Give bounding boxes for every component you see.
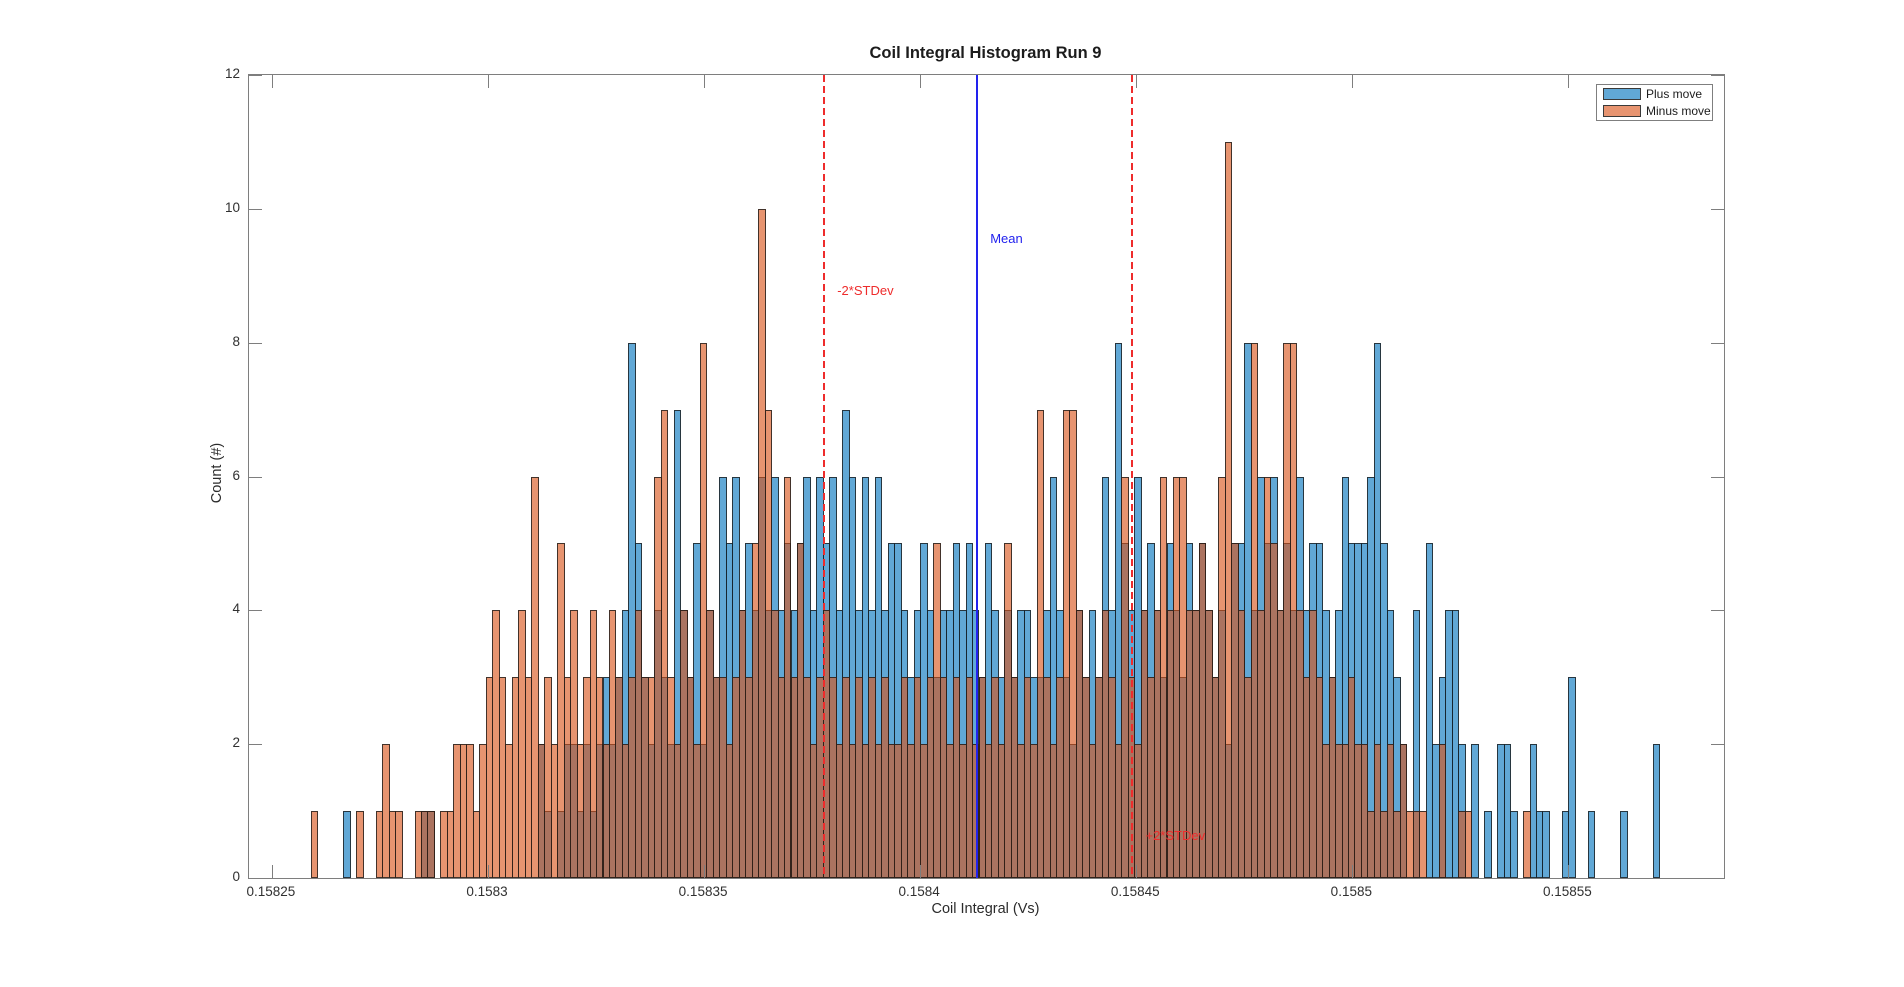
y-tick [249,476,262,478]
y-tick [249,744,262,746]
x-tick-label: 0.1583 [466,884,508,899]
plus-move-bar [1568,677,1576,878]
y-tick-label: 2 [232,735,240,751]
y-tick-label: 6 [232,467,240,483]
y-tick-label: 8 [232,333,240,349]
legend-item-plus-move: Plus move [1597,87,1712,101]
chart-title: Coil Integral Histogram Run 9 [869,44,1102,62]
x-tick [1136,865,1138,878]
x-tick [920,75,922,88]
y-tick [1711,208,1724,210]
x-tick [920,865,922,878]
reference-lines-layer [249,75,1724,878]
x-tick [271,75,273,88]
y-tick-label: 4 [232,601,240,617]
minus-move-bar [1464,811,1473,878]
plus-move-bar [1620,811,1628,878]
x-tick [1352,75,1354,88]
minus-move-bar [1289,342,1298,878]
y-tick [1711,744,1724,746]
y-tick [1711,878,1724,879]
plus-move-bar [1510,811,1518,878]
minus-move-bar [1399,744,1408,878]
minus-move-bar [427,811,435,878]
minus-move-bar [531,476,539,878]
mean-line-label: Mean [990,231,1023,246]
minus-move-bar [1373,744,1382,878]
y-tick [1711,342,1724,344]
x-tick [487,75,489,88]
mean-line [976,75,978,878]
minus-move-bar [699,342,708,878]
plus-move-bar [1529,744,1537,878]
x-tick [1568,75,1570,88]
minus-move-bar [1224,141,1233,878]
y-tick-label: 12 [224,66,240,81]
minus-move-swatch [1603,105,1641,117]
y-tick [1711,75,1724,76]
plus-move-bar [1503,744,1512,878]
x-tick [487,865,489,878]
x-tick-label: 0.15855 [1543,884,1592,899]
y-tick [1711,476,1724,478]
minus-move-bar [310,811,319,878]
y-tick [1711,610,1724,612]
minus-move-bar [1250,342,1259,878]
minus-move-bar [1036,409,1045,878]
minus-move-bar [1523,811,1531,878]
x-axis-label: Coil Integral (Vs) [931,901,1040,917]
x-tick [704,75,706,88]
plot-area [248,74,1725,879]
x-tick-label: 0.1584 [898,884,940,899]
minus-move-bar [1386,744,1395,878]
y-tick [249,610,262,612]
y-tick [249,342,262,344]
minus-move-bar [466,744,474,878]
axis-ticks-layer [249,75,1724,879]
y-tick-label: 0 [232,869,240,884]
minus-move-bar [382,744,390,878]
minus-move-bar [660,409,669,878]
minus-2stdev-label: -2*STDev [837,283,894,298]
plus-move-bar [1587,811,1596,878]
y-tick [249,878,262,879]
x-tick-label: 0.1585 [1330,884,1372,899]
minus-move-bar [1438,744,1447,878]
legend-item-minus-move: Minus move [1597,104,1712,118]
plus-2stdev-label: +2*STDev [1145,828,1206,843]
minus_2_stdev-line [823,75,826,878]
plus-move-bar [1542,811,1550,878]
plus-move-bar [343,811,351,878]
x-tick-label: 0.15825 [246,884,296,899]
plus-move-swatch [1603,88,1641,100]
plus-move-bar [1471,744,1479,878]
y-axis-label: Count (#) [209,442,225,504]
y-tick [249,208,262,210]
x-tick [704,865,706,878]
minus-move-series-layer [249,75,1724,878]
minus-move-bar [1360,744,1369,878]
x-tick [1352,865,1354,878]
x-tick-label: 0.15845 [1110,884,1160,899]
plus-move-bar [1484,811,1492,878]
y-tick-label: 10 [224,199,240,215]
legend: Plus move Minus move [1596,84,1713,121]
plus-move-bar [1425,543,1434,878]
y-tick [249,75,262,76]
x-tick [1136,75,1138,88]
x-tick-label: 0.15835 [678,884,728,899]
minus-move-bar [395,811,403,878]
legend-label-plus-move: Plus move [1646,87,1703,101]
x-tick [1568,865,1570,878]
x-tick [271,865,273,878]
plus-move-bar [1652,744,1661,878]
minus-move-bar [356,811,364,878]
plus_2_stdev-line [1130,75,1133,878]
minus-move-bar [1419,811,1427,878]
legend-label-minus-move: Minus move [1646,104,1711,118]
